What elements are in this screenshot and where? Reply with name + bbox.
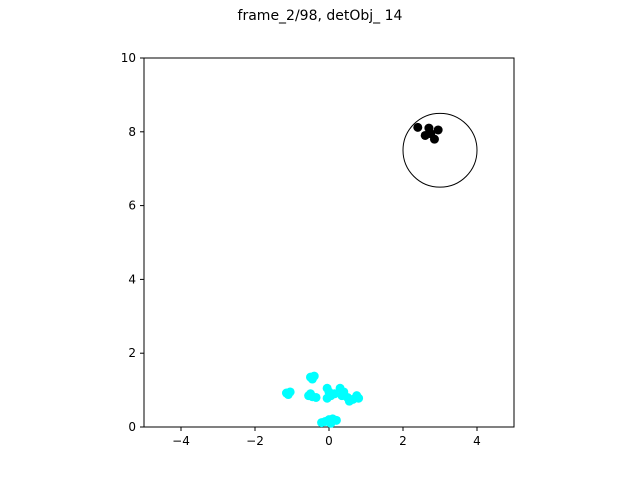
x-tick-label: −2	[246, 434, 264, 448]
black-point	[433, 125, 443, 135]
cyan-point	[330, 389, 340, 399]
plot-frame	[143, 57, 515, 428]
cyan-point	[307, 374, 317, 384]
y-tick-label: 6	[128, 199, 136, 213]
cyan-point	[306, 389, 315, 399]
cyan-point	[283, 390, 293, 400]
cyan-point	[322, 393, 332, 403]
chart-title: frame_2/98, detObj_ 14	[237, 8, 403, 24]
y-tick-label: 10	[121, 51, 136, 65]
y-tick-label: 4	[128, 272, 136, 286]
black-point	[426, 129, 436, 139]
x-tick-label: 2	[399, 434, 407, 448]
x-tick-label: −4	[172, 434, 190, 448]
y-tick-label: 0	[128, 420, 136, 434]
y-tick-label: 2	[128, 346, 136, 360]
x-tick-label: 0	[325, 434, 333, 448]
y-tick-label: 8	[128, 125, 136, 139]
black-point	[413, 122, 423, 132]
cyan-point	[354, 393, 364, 403]
cyan-point	[326, 418, 336, 428]
x-tick-label: 4	[473, 434, 481, 448]
cluster-circle	[402, 112, 478, 188]
